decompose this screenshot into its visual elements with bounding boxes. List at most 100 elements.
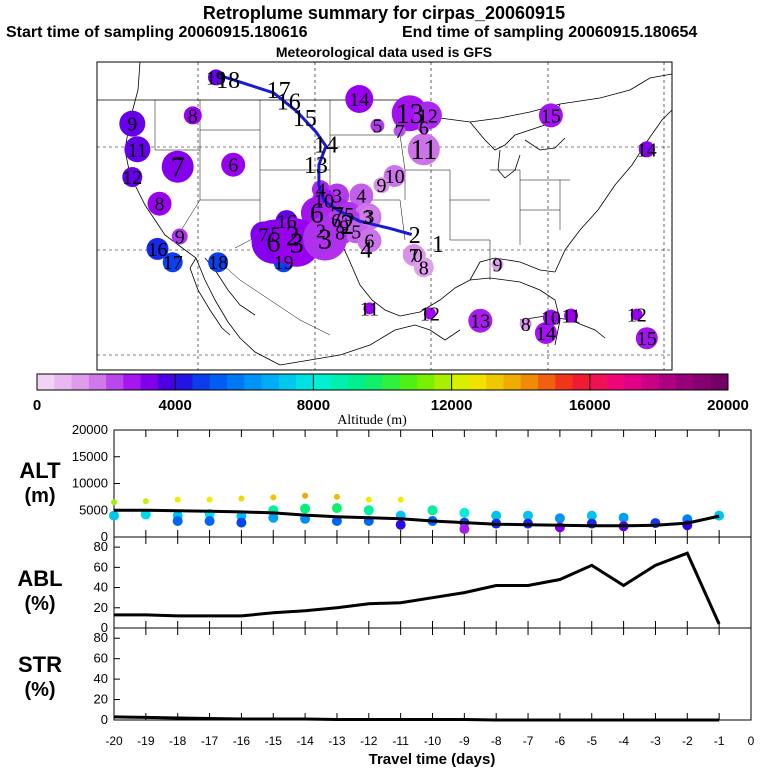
x-tick-label-0: -20 bbox=[105, 734, 123, 748]
plume-day-label-22: 8 bbox=[155, 194, 165, 216]
colorbar-cell-6 bbox=[140, 374, 159, 390]
colorbar-cell-5 bbox=[123, 374, 142, 390]
plume-day-label-66: 11 bbox=[561, 306, 580, 328]
plume-markers bbox=[119, 69, 658, 350]
plume-circle-56 bbox=[413, 257, 434, 278]
plume-day-label-39: 6 bbox=[331, 210, 341, 232]
plume-day-label-55: 0 bbox=[413, 245, 423, 267]
plume-circle-7 bbox=[345, 85, 374, 113]
plume-circle-17 bbox=[183, 106, 202, 125]
colorbar-cell-24 bbox=[451, 374, 470, 390]
plume-day-label-24: 16 bbox=[148, 239, 168, 261]
colorbar-cell-25 bbox=[468, 374, 487, 390]
alt-cluster-point-12 bbox=[236, 517, 247, 528]
plume-circle-23 bbox=[171, 228, 188, 245]
plume-circle-33 bbox=[349, 183, 374, 208]
plume-day-label-9: 12 bbox=[418, 105, 438, 127]
abl-ytick-label-2: 40 bbox=[94, 580, 108, 595]
colorbar-cell-9 bbox=[192, 374, 211, 390]
str-panel-label: STR bbox=[18, 652, 62, 677]
alt-cluster-point-9 bbox=[204, 516, 215, 526]
plume-day-label-2: 17 bbox=[267, 78, 291, 104]
x-tick-label-13: -7 bbox=[523, 734, 534, 748]
alt-cluster-point-17 bbox=[300, 503, 311, 514]
plume-day-label-64: 14 bbox=[536, 323, 556, 345]
alt-ytick-label-2: 10000 bbox=[72, 476, 108, 491]
plume-day-label-44: 16 bbox=[277, 211, 297, 233]
alt-cluster-point-0 bbox=[111, 499, 117, 506]
colorbar-cell-18 bbox=[347, 374, 366, 390]
colorbar-label: Altitude (m) bbox=[337, 413, 407, 428]
alt-tick-labels: 0 5000 10000 15000 20000 bbox=[72, 422, 108, 544]
plume-day-label-62: 13 bbox=[470, 311, 490, 333]
plume-day-label-26: 18 bbox=[208, 252, 228, 274]
colorbar-cell-29 bbox=[537, 374, 556, 390]
plume-circle-26 bbox=[208, 252, 229, 273]
colorbar-cell-19 bbox=[365, 374, 383, 390]
plume-day-label-17: 8 bbox=[188, 105, 198, 127]
colorbar-cell-34 bbox=[624, 374, 643, 390]
plume-circle-0 bbox=[208, 69, 224, 86]
x-tick-labels: -20 -19 -18 -17 -16 -15 -14 -13 -12 -11 -10 -9 -8 -7-… bbox=[105, 734, 754, 748]
alt-mean-line bbox=[114, 508, 720, 528]
alt-cluster-point-22 bbox=[365, 496, 372, 503]
abl-ytick-label-4: 80 bbox=[94, 539, 108, 554]
plume-day-label-68: 15 bbox=[637, 328, 657, 350]
plume-circle-66 bbox=[564, 308, 579, 323]
alt-ytick-label-0: 0 bbox=[101, 529, 108, 544]
abl-ytick-label-0: 0 bbox=[101, 620, 108, 635]
colorbar-cell-3 bbox=[88, 374, 107, 390]
end-time-label: End time of sampling 20060915.180654 bbox=[402, 24, 698, 41]
abl-tick-labels: 0 20 40 60 80 bbox=[94, 539, 108, 635]
alt-cluster-point-32 bbox=[459, 524, 470, 534]
colorbar-cell-8 bbox=[175, 374, 193, 390]
x-tick-label-19: -1 bbox=[714, 734, 725, 748]
plume-circle-25 bbox=[162, 252, 183, 273]
plume-circle-67 bbox=[630, 308, 643, 321]
plume-day-label-34: 6 bbox=[310, 199, 324, 230]
x-tick-label-2: -18 bbox=[169, 734, 187, 748]
map-frame bbox=[96, 61, 673, 371]
plume-day-label-4: 15 bbox=[293, 106, 317, 132]
x-tick-label-9: -11 bbox=[392, 734, 409, 748]
x-tick-label-16: -4 bbox=[618, 734, 629, 748]
plume-day-label-3: 16 bbox=[277, 89, 301, 115]
plume-day-label-59: 9 bbox=[493, 254, 503, 276]
colorbar-cell-21 bbox=[399, 374, 418, 390]
alt-cluster-point-25 bbox=[397, 496, 404, 503]
x-tick-marks bbox=[113, 430, 752, 720]
plume-day-label-6: 13 bbox=[304, 153, 328, 179]
x-tick-label-18: -2 bbox=[682, 734, 693, 748]
colorbar-tick-label-1: 4000 bbox=[159, 397, 192, 414]
plume-day-label-63: 8 bbox=[521, 314, 531, 336]
plume-day-label-38: 2 bbox=[340, 210, 354, 241]
plume-circle-62 bbox=[468, 308, 493, 333]
colorbar-ticks: 0 4000 8000 12000 16000 20000 bbox=[33, 374, 749, 414]
plume-day-label-10: 5 bbox=[372, 116, 382, 138]
plume-day-label-31: 3 bbox=[332, 186, 342, 208]
alt-cluster-point-16 bbox=[302, 492, 309, 499]
plume-day-label-16: 9 bbox=[127, 114, 137, 136]
x-tick-label-7: -13 bbox=[328, 734, 346, 748]
alt-cluster-point-28 bbox=[427, 505, 438, 516]
colorbar: 0 4000 8000 12000 16000 20000 Altitude (m) bbox=[33, 373, 749, 428]
plume-day-label-13: 11 bbox=[410, 135, 437, 166]
plume-day-label-54: 7 bbox=[409, 245, 419, 267]
alt-ytick-label-1: 5000 bbox=[79, 502, 108, 517]
plume-day-label-57: 2 bbox=[409, 223, 421, 249]
plume-day-label-58: 1 bbox=[432, 232, 444, 258]
plume-day-label-20: 6 bbox=[228, 155, 238, 177]
alt-cluster-point-30 bbox=[459, 507, 470, 518]
plume-day-label-53: 3 bbox=[364, 206, 374, 228]
alt-ytick-label-4: 20000 bbox=[72, 422, 108, 437]
colorbar-cell-27 bbox=[503, 374, 522, 390]
abl-ytick-label-1: 20 bbox=[94, 600, 108, 615]
plume-circle-11 bbox=[393, 124, 406, 137]
plume-day-label-12: 6 bbox=[419, 118, 429, 140]
colorbar-cell-33 bbox=[607, 374, 625, 390]
str-panel-unit: (%) bbox=[24, 679, 55, 701]
colorbar-cell-14 bbox=[278, 374, 297, 390]
plume-day-label-15: 14 bbox=[637, 139, 657, 161]
